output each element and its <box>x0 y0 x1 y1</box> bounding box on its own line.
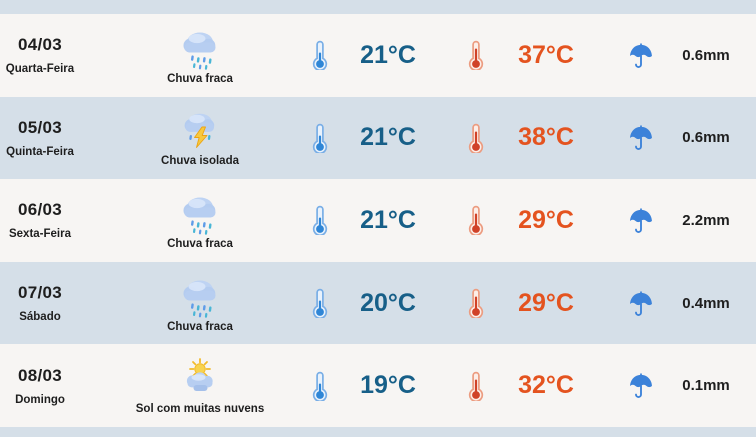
sun-behind-clouds-icon <box>178 356 222 402</box>
rain-cloud-icon <box>178 191 222 237</box>
date-label: 05/03 <box>17 117 63 137</box>
date-block: 08/03 Domingo <box>0 366 80 406</box>
condition-block: Chuva isolada <box>120 108 280 167</box>
forecast-row: 04/03 Quarta-Feira Chuva fraca 21°C 37°C… <box>0 14 756 97</box>
forecast-row: 06/03 Sexta-Feira Chuva fraca 21°C 29°C … <box>0 179 756 262</box>
weekday-label: Domingo <box>15 393 65 406</box>
max-temp-value: 29°C <box>518 288 574 317</box>
max-temp-value: 32°C <box>518 371 574 400</box>
condition-block: Chuva fraca <box>120 274 280 333</box>
thermometer-cold-icon <box>308 40 332 71</box>
min-temp-value: 21°C <box>360 123 416 152</box>
forecast-row: 07/03 Sábado Chuva fraca 20°C 29°C 0.4mm <box>0 261 756 345</box>
thermometer-cold-icon <box>308 371 332 401</box>
storm-cloud-icon <box>178 108 222 154</box>
condition-label: Chuva fraca <box>167 237 233 250</box>
max-temp-value: 29°C <box>518 205 574 234</box>
top-strip <box>0 0 756 14</box>
precipitation-value: 0.6mm <box>682 129 730 147</box>
date-block: 07/03 Sábado <box>0 283 80 323</box>
precipitation-value: 0.6mm <box>682 46 730 64</box>
date-label: 08/03 <box>17 365 63 385</box>
condition-block: Chuva fraca <box>120 26 280 85</box>
max-temp-value: 38°C <box>518 123 574 152</box>
min-temp-value: 19°C <box>360 371 416 400</box>
date-block: 06/03 Sexta-Feira <box>0 200 80 240</box>
condition-label: Chuva fraca <box>167 320 233 333</box>
umbrella-icon <box>628 207 654 234</box>
min-temp-value: 21°C <box>360 40 416 69</box>
precipitation-value: 2.2mm <box>682 211 730 229</box>
condition-block: Chuva fraca <box>120 191 280 250</box>
thermometer-hot-icon <box>464 371 488 401</box>
weekday-label: Quarta-Feira <box>5 63 75 76</box>
thermometer-cold-icon <box>308 123 332 153</box>
date-label: 04/03 <box>17 35 63 55</box>
umbrella-icon <box>628 124 654 151</box>
thermometer-cold-icon <box>308 205 332 236</box>
umbrella-icon <box>628 372 654 399</box>
date-label: 06/03 <box>17 200 63 220</box>
date-block: 05/03 Quinta-Feira <box>0 118 80 158</box>
precipitation-value: 0.4mm <box>682 294 730 312</box>
thermometer-cold-icon <box>308 288 332 319</box>
condition-block: Sol com muitas nuvens <box>120 356 280 415</box>
min-temp-value: 21°C <box>360 205 416 234</box>
min-temp-value: 20°C <box>360 288 416 317</box>
thermometer-hot-icon <box>464 288 488 319</box>
condition-label: Chuva fraca <box>167 72 233 85</box>
rain-cloud-icon <box>178 274 222 320</box>
precipitation-value: 0.1mm <box>682 377 730 395</box>
weekday-label: Quinta-Feira <box>6 145 74 158</box>
thermometer-hot-icon <box>464 205 488 236</box>
condition-label: Chuva isolada <box>161 155 239 168</box>
umbrella-icon <box>628 42 654 69</box>
date-block: 04/03 Quarta-Feira <box>0 35 80 75</box>
weekday-label: Sexta-Feira <box>8 228 71 241</box>
umbrella-icon <box>628 289 654 317</box>
thermometer-hot-icon <box>464 40 488 71</box>
max-temp-value: 37°C <box>518 40 574 69</box>
forecast-row: 08/03 Domingo Sol com muitas nuvens 19°C… <box>0 344 756 427</box>
thermometer-hot-icon <box>464 123 488 153</box>
weekday-label: Sábado <box>19 311 61 324</box>
condition-label: Sol com muitas nuvens <box>135 403 265 416</box>
rain-cloud-icon <box>178 26 222 72</box>
forecast-row: 05/03 Quinta-Feira Chuva isolada 21°C 38… <box>0 96 756 180</box>
date-label: 07/03 <box>17 283 63 303</box>
